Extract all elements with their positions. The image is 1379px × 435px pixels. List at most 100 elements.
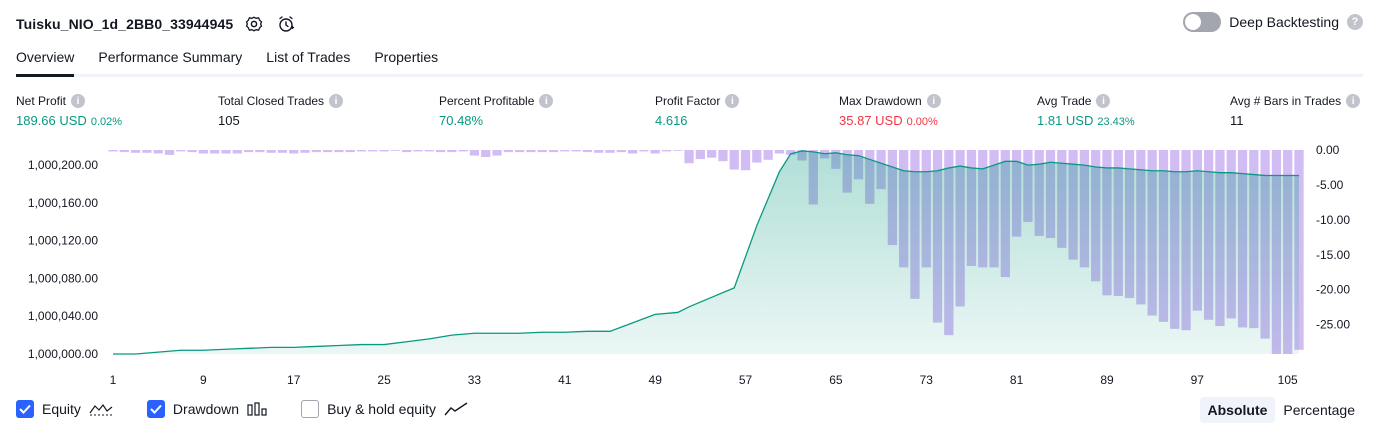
deep-backtesting-toggle[interactable] [1183,12,1222,32]
buy-hold-checkbox[interactable] [301,400,320,418]
drawdown-bar [402,150,412,153]
metric-label: Percent Profitable [439,94,535,108]
drawdown-bar [187,150,197,153]
mode-percentage-button[interactable]: Percentage [1283,402,1355,418]
drawdown-bar [661,150,672,152]
drawdown-bar [718,150,728,162]
drawdown-bar [379,150,389,152]
info-icon[interactable]: i [1346,94,1361,108]
drawdown-bar [164,150,175,155]
legend-equity[interactable]: Equity [16,400,113,418]
metric-label: Avg Trade [1037,94,1092,108]
drawdown-bar [368,150,378,152]
drawdown-bar [684,150,694,164]
x-tick-label: 105 [1278,373,1298,387]
drawdown-bar [537,150,547,153]
metric-label: Max Drawdown [839,94,922,108]
legend-label: Buy & hold equity [327,401,437,417]
legend-drawdown[interactable]: Drawdown [146,400,267,418]
metric-value: 11 [1230,113,1244,128]
drawdown-bar [639,150,649,152]
legend-buy-hold-equity[interactable]: Buy & hold equity [301,400,468,418]
info-icon[interactable]: i [1096,94,1111,108]
drawdown-bar [232,150,242,154]
right-tick-label: -25.00 [1316,318,1350,332]
equity-line [113,150,1299,355]
drawdown-bar [243,150,254,153]
right-tick-label: 0.00 [1316,143,1340,157]
drawdown-bar [481,150,491,157]
drawdown-bar [300,150,310,153]
drawdown-bar [469,150,480,156]
equity-area [113,150,1299,355]
metric-percent: 23.43% [1097,116,1135,128]
drawdown-bar [277,150,288,153]
drawdown-bar [594,150,604,153]
drawdown-bar [424,150,434,152]
metric-percent: 0.00% [906,116,938,128]
drawdown-bar [650,150,660,154]
left-tick-label: 1,000,000.00 [28,347,98,361]
legend-label: Drawdown [172,401,240,417]
help-question-icon[interactable]: ? [1347,14,1363,30]
drawdown-bar [515,150,525,153]
metric-value: 35.87 USD [839,113,903,128]
tab-list-of-trades[interactable]: List of Trades [266,49,351,65]
drawdown-bar [266,150,276,153]
metric-label: Total Closed Trades [218,94,325,108]
equity-drawdown-chart[interactable]: 1,000,000.00 1,000,040.00 1,000,080.00 1,00… [0,140,1379,390]
mode-absolute-button[interactable]: Absolute [1199,397,1276,423]
drawdown-bar [786,150,796,155]
drawdown-bar [311,150,321,153]
metric-label: Net Profit [16,94,67,108]
drawdown-bar [142,150,152,153]
left-tick-label: 1,000,200.00 [28,158,98,172]
drawdown-bar [774,150,785,154]
drawdown-bar [289,150,299,154]
drawdown-bar [763,150,773,160]
info-icon[interactable]: i [539,94,554,108]
drawdown-bar [435,150,446,153]
x-tick-label: 49 [649,373,663,387]
drawdown-checkbox[interactable] [146,400,165,418]
info-icon[interactable]: i [725,94,740,108]
left-axis: 1,000,000.00 1,000,040.00 1,000,080.00 1,00… [28,158,98,361]
deep-backtesting-label: Deep Backtesting [1229,14,1339,30]
drawdown-bar [526,150,536,153]
display-mode-switch: Absolute Percentage [1199,397,1364,423]
drawdown-bar [255,150,265,153]
equity-line-icon [89,402,113,416]
drawdown-bar [176,150,186,152]
equity-checkbox[interactable] [16,400,34,418]
x-tick-label: 25 [377,373,391,387]
drawdown-bar [548,150,559,153]
right-tick-label: -5.00 [1316,178,1344,192]
info-icon[interactable]: i [329,94,344,108]
x-tick-label: 1 [110,373,117,387]
x-tick-label: 17 [287,373,301,387]
x-tick-label: 65 [829,373,843,387]
x-tick-label: 73 [920,373,934,387]
x-tick-label: 41 [558,373,572,387]
drawdown-bar [560,150,570,152]
drawdown-bar [345,150,355,153]
info-icon[interactable]: i [926,94,941,108]
metric-value: 189.66 USD [16,113,87,128]
drawdown-bars-icon [247,402,267,416]
drawdown-bar [210,150,220,154]
info-icon[interactable]: i [71,94,86,108]
metric-value: 105 [218,113,240,128]
drawdown-bar [108,150,118,152]
tab-performance-summary[interactable]: Performance Summary [98,49,243,65]
drawdown-bar [322,150,333,153]
x-tick-label: 9 [200,373,207,387]
left-tick-label: 1,000,160.00 [28,196,98,210]
metric-avg-trade: Avg Trade i 1.81 USD 23.43% [1037,93,1135,128]
tab-overview[interactable]: Overview [16,44,75,77]
tab-properties[interactable]: Properties [374,49,439,65]
add-alert-clock-icon[interactable] [275,13,297,35]
drawdown-bar [458,150,468,152]
settings-gear-icon[interactable] [243,13,265,35]
drawdown-bar [729,150,739,170]
drawdown-bar [119,150,129,153]
